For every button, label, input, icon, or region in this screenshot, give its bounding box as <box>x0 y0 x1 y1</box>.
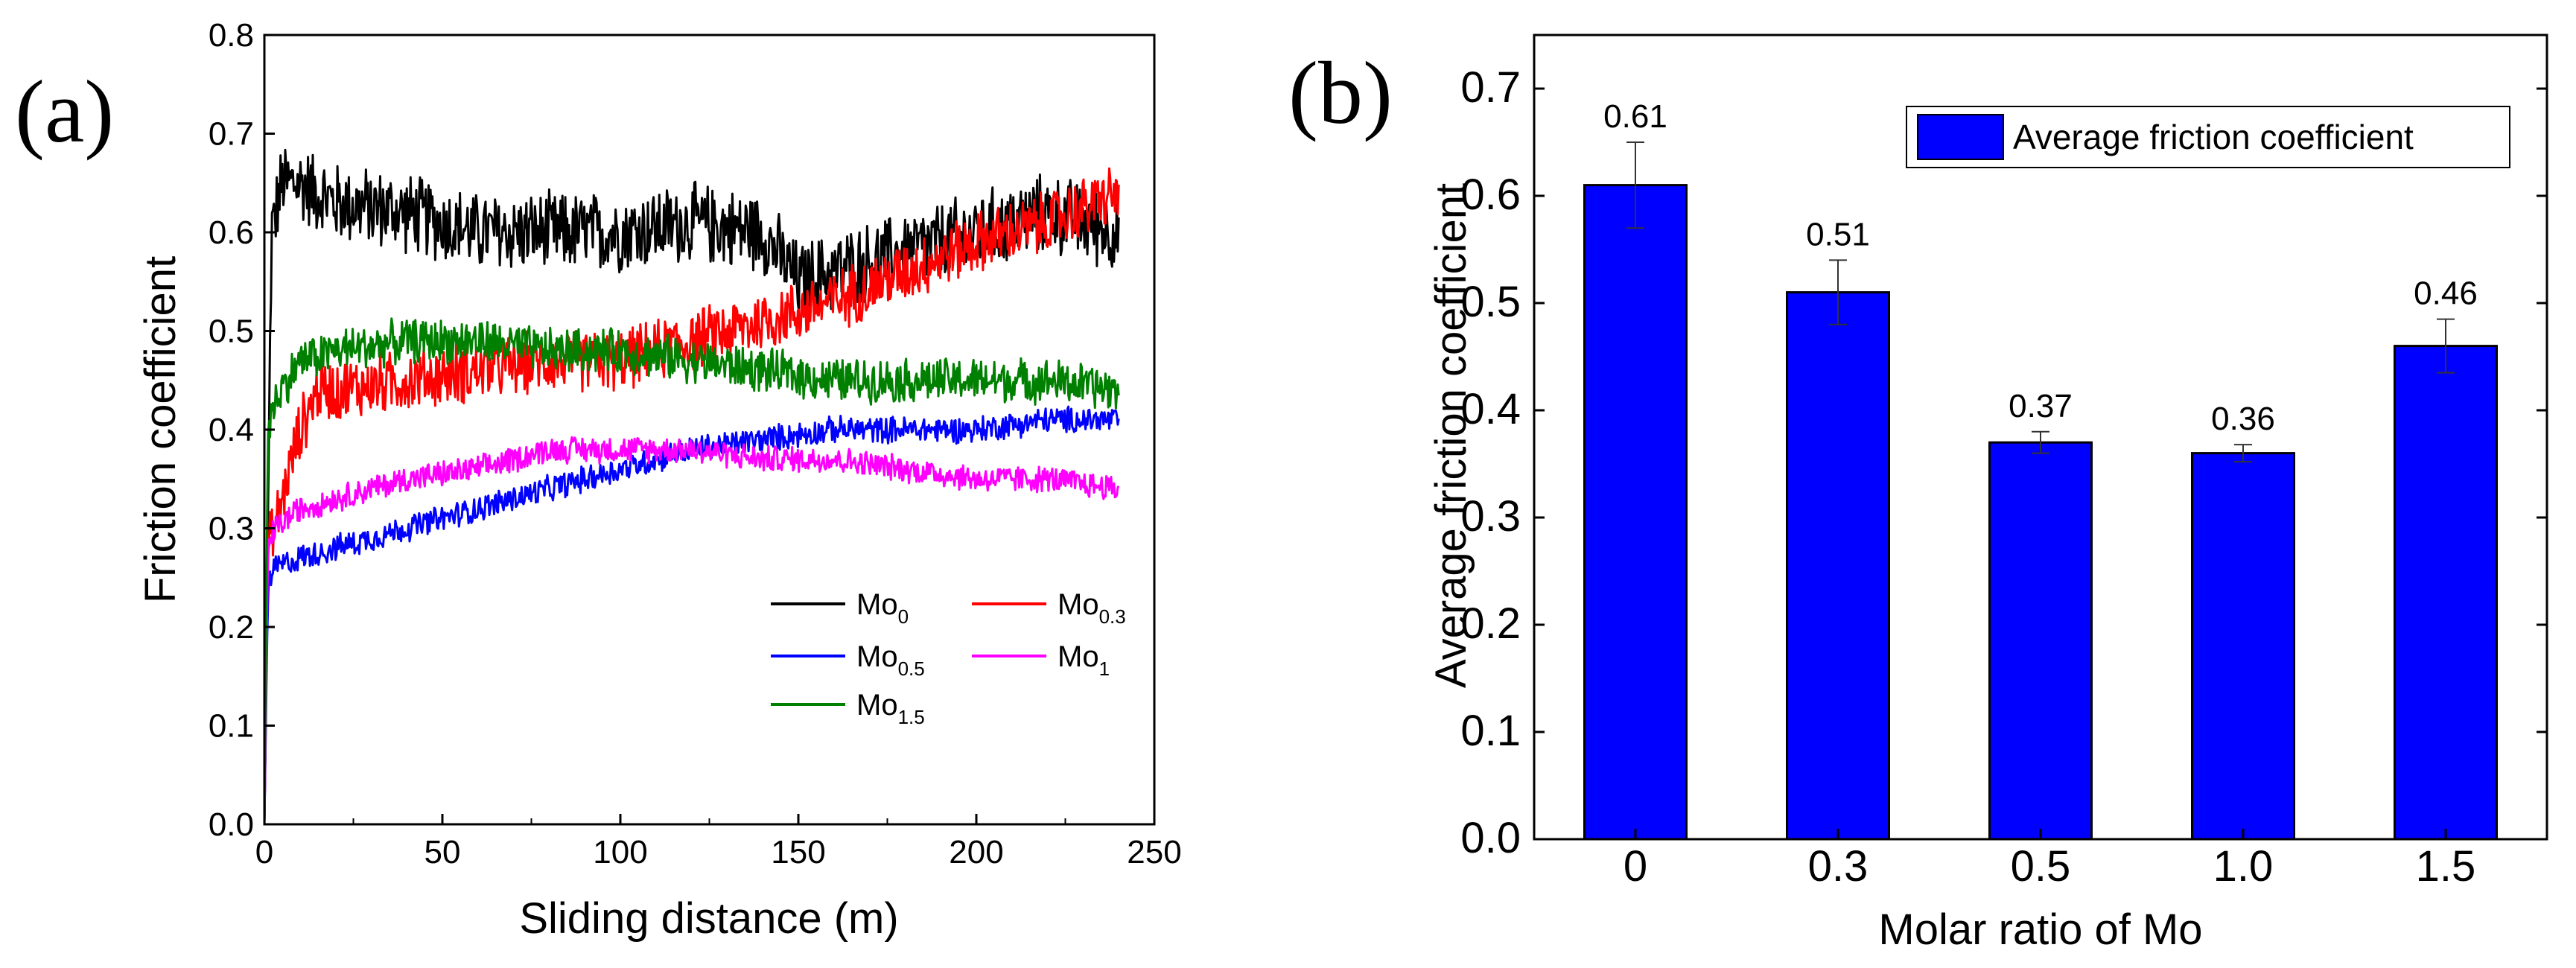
panel-b-legend-box <box>1906 106 2510 168</box>
panel-b-legend-label: Average friction coefficient <box>2013 118 2414 156</box>
bar-1.5 <box>2394 345 2498 841</box>
legend-label-base: Mo <box>1058 588 1099 621</box>
bar-value-label: 0.61 <box>1603 98 1667 135</box>
series-line-mo0 <box>263 148 1120 825</box>
y-tick-label: 0.3 <box>1460 492 1521 541</box>
bar-value-label: 0.37 <box>2009 388 2073 424</box>
x-tick-label: 0 <box>1623 842 1647 891</box>
x-tick-label: 150 <box>771 834 825 870</box>
series-line-mo1 <box>263 436 1120 825</box>
legend-label-base: Mo <box>856 689 898 722</box>
bar-0.5 <box>1988 441 2093 841</box>
bar-0 <box>1583 184 1688 841</box>
y-tick-label: 0.1 <box>209 708 254 745</box>
bar-value-label: 0.36 <box>2211 401 2275 437</box>
x-tick-label: 200 <box>949 834 1003 870</box>
y-tick-label: 0.5 <box>209 313 254 350</box>
legend-label-subscript: 1.5 <box>898 706 925 728</box>
y-tick-label: 0.3 <box>209 511 254 547</box>
panel-b-ylabel: Average friction coefficient <box>1427 183 1475 688</box>
y-tick-label: 0.0 <box>209 806 254 843</box>
x-tick-label: 250 <box>1127 834 1181 870</box>
y-tick-label: 0.5 <box>1460 278 1521 326</box>
legend-label: Mo0.5 <box>856 640 925 680</box>
legend-label-base: Mo <box>856 588 898 621</box>
legend-label-subscript: 0.5 <box>898 657 925 680</box>
y-tick-label: 0.4 <box>209 412 254 448</box>
panel-a-label: (a) <box>15 62 114 161</box>
legend-label: Mo1 <box>1058 640 1110 680</box>
legend-label: Mo0 <box>856 588 909 628</box>
x-tick-label: 1.5 <box>2416 842 2476 891</box>
x-tick-label: 50 <box>424 834 461 870</box>
y-tick-label: 0.6 <box>209 214 254 251</box>
bar-1.0 <box>2191 452 2295 841</box>
x-tick-label: 0 <box>255 834 273 870</box>
panel-b-label: (b) <box>1288 43 1393 142</box>
legend-label-subscript: 1 <box>1099 657 1110 680</box>
series-line-mo0-3 <box>263 167 1120 825</box>
x-tick-label: 0.5 <box>2011 842 2071 891</box>
y-tick-label: 0.2 <box>1460 599 1521 648</box>
x-tick-label: 100 <box>593 834 647 870</box>
y-tick-label: 0.4 <box>1460 385 1521 433</box>
y-tick-label: 0.0 <box>1460 814 1521 862</box>
y-tick-label: 0.8 <box>209 17 254 54</box>
x-tick-label: 0.3 <box>1808 842 1869 891</box>
bar-value-label: 0.46 <box>2414 276 2478 312</box>
y-tick-label: 0.7 <box>1460 63 1521 112</box>
panel-b-legend-swatch <box>1917 114 2004 160</box>
panel-a-chart: (a) 0 50 100 150 200 250 0.0 0.1 0.2 0.3 0.4 0.5 0.6… <box>15 17 1182 943</box>
y-tick-label: 0.6 <box>1460 171 1521 219</box>
legend-label-base: Mo <box>856 640 898 673</box>
x-tick-label: 1.0 <box>2213 842 2274 891</box>
legend-label: Mo0.3 <box>1058 588 1126 628</box>
legend-label-subscript: 0.3 <box>1099 605 1126 628</box>
panel-b-chart: (b) 0.61 0.51 0.37 0.36 0.46 0 0.3 0.5 1.0 1.5 0.… <box>1288 34 2548 954</box>
legend-label-subscript: 0 <box>898 605 909 628</box>
series-line-mo1-5 <box>263 317 1120 825</box>
panel-a-xlabel: Sliding distance (m) <box>519 894 898 943</box>
series-line-mo0-5 <box>263 405 1120 825</box>
panel-b-legend: Average friction coefficient <box>1906 106 2510 168</box>
bar-0.3 <box>1786 291 1890 841</box>
y-tick-label: 0.1 <box>1460 707 1521 755</box>
y-tick-label: 0.7 <box>209 116 254 153</box>
legend-label: Mo1.5 <box>856 689 925 728</box>
panel-a-ylabel: Friction coefficient <box>136 256 185 603</box>
panel-b-xlabel: Molar ratio of Mo <box>1878 905 2202 954</box>
y-tick-label: 0.2 <box>209 609 254 646</box>
legend-label-base: Mo <box>1058 640 1099 673</box>
bar-value-label: 0.51 <box>1806 216 1870 252</box>
